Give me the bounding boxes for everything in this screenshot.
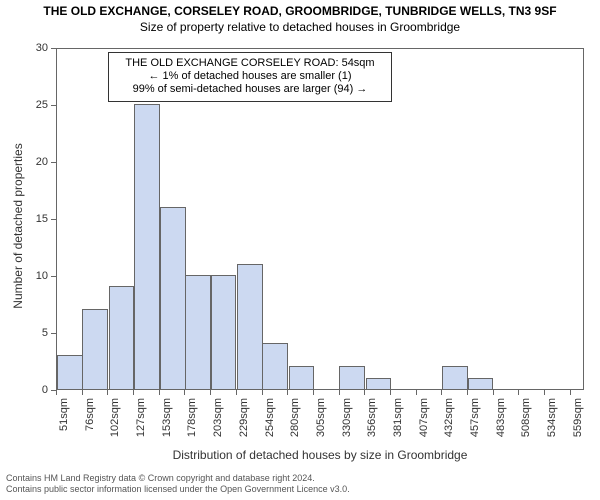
y-tick-mark [51,333,56,334]
y-tick-mark [51,219,56,220]
x-tick-mark [416,390,417,395]
x-tick-mark [159,390,160,395]
histogram-bar [468,378,494,389]
y-tick-mark [51,276,56,277]
histogram-bar [339,366,365,389]
y-tick-label: 20 [0,156,48,168]
histogram-bar [289,366,315,389]
histogram-bar [211,275,237,389]
histogram-bar [57,355,83,389]
histogram-bar [237,264,263,389]
x-tick-mark [544,390,545,395]
x-tick-mark [390,390,391,395]
x-tick-label: 280sqm [289,398,301,448]
x-tick-label: 102sqm [109,398,121,448]
x-tick-label: 203sqm [212,398,224,448]
x-tick-mark [313,390,314,395]
y-tick-label: 15 [0,213,48,225]
chart-title-sub: Size of property relative to detached ho… [0,18,600,34]
histogram-bar [185,275,211,389]
y-tick-mark [51,105,56,106]
x-tick-mark [210,390,211,395]
x-tick-mark [339,390,340,395]
x-tick-label: 153sqm [161,398,173,448]
annotation-box: THE OLD EXCHANGE CORSELEY ROAD: 54sqm← 1… [108,52,392,102]
attribution-line: Contains HM Land Registry data © Crown c… [6,473,350,485]
histogram-bar [442,366,468,389]
annotation-line: ← 1% of detached houses are smaller (1) [113,70,387,83]
x-tick-label: 483sqm [495,398,507,448]
x-tick-label: 432sqm [443,398,455,448]
y-tick-label: 5 [0,327,48,339]
x-tick-mark [467,390,468,395]
x-tick-mark [107,390,108,395]
histogram-bar [262,343,288,389]
histogram-bar [109,286,135,389]
x-tick-mark [287,390,288,395]
x-tick-label: 76sqm [84,398,96,448]
x-tick-label: 381sqm [392,398,404,448]
histogram-bar [134,104,160,389]
chart-title-main: THE OLD EXCHANGE, CORSELEY ROAD, GROOMBR… [0,0,600,18]
x-tick-mark [570,390,571,395]
y-tick-label: 10 [0,270,48,282]
x-tick-label: 330sqm [341,398,353,448]
x-tick-label: 127sqm [135,398,147,448]
x-tick-label: 559sqm [572,398,584,448]
x-tick-mark [262,390,263,395]
x-tick-label: 305sqm [315,398,327,448]
x-tick-mark [236,390,237,395]
y-tick-label: 0 [0,384,48,396]
annotation-line: THE OLD EXCHANGE CORSELEY ROAD: 54sqm [113,57,387,70]
x-axis-label: Distribution of detached houses by size … [56,448,584,462]
x-tick-label: 508sqm [520,398,532,448]
x-tick-label: 254sqm [264,398,276,448]
histogram-bar [160,207,186,389]
attribution-text: Contains HM Land Registry data © Crown c… [6,473,350,496]
y-tick-mark [51,48,56,49]
x-tick-label: 457sqm [469,398,481,448]
x-tick-label: 534sqm [546,398,558,448]
x-tick-label: 178sqm [186,398,198,448]
x-tick-mark [56,390,57,395]
chart-container: THE OLD EXCHANGE, CORSELEY ROAD, GROOMBR… [0,0,600,500]
x-tick-label: 51sqm [58,398,70,448]
annotation-line: 99% of semi-detached houses are larger (… [113,83,387,96]
x-tick-label: 229sqm [238,398,250,448]
x-tick-mark [184,390,185,395]
x-tick-mark [364,390,365,395]
histogram-bar [82,309,108,389]
x-tick-mark [82,390,83,395]
x-tick-mark [441,390,442,395]
attribution-line: Contains public sector information licen… [6,484,350,496]
y-tick-label: 25 [0,99,48,111]
x-tick-mark [493,390,494,395]
x-tick-mark [133,390,134,395]
x-tick-mark [518,390,519,395]
y-tick-mark [51,162,56,163]
y-tick-label: 30 [0,42,48,54]
x-tick-label: 356sqm [366,398,378,448]
histogram-bar [366,378,392,389]
x-tick-label: 407sqm [418,398,430,448]
